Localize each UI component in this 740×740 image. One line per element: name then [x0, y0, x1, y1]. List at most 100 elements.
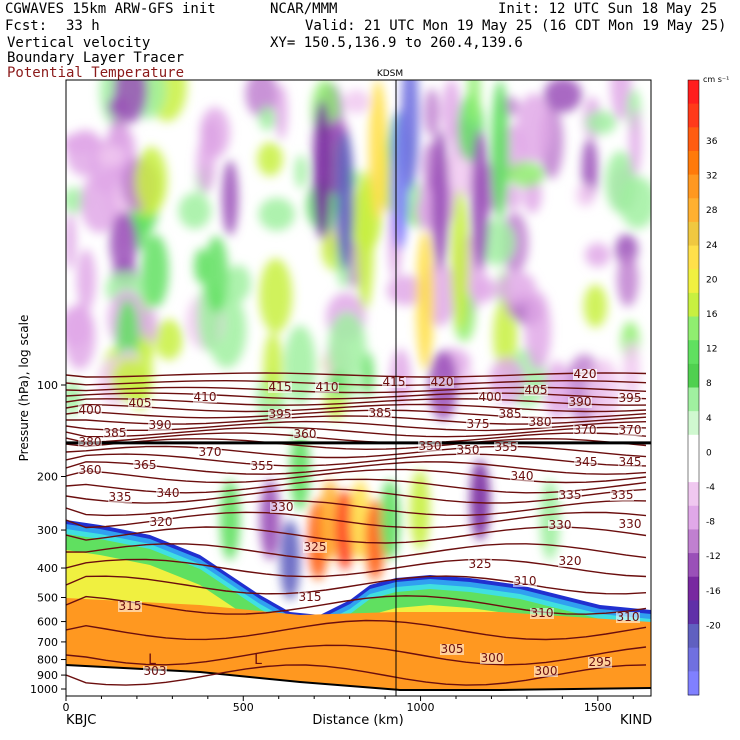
theta-label: 320	[150, 515, 173, 529]
theta-label-bg	[456, 445, 480, 456]
colorbar-swatch	[688, 458, 699, 483]
colorbar-swatch	[688, 647, 699, 672]
theta-label: 415	[383, 375, 406, 389]
theta-label-bg	[193, 392, 217, 403]
colorbar-swatch	[688, 600, 699, 625]
forecast-label: Fcst:	[5, 18, 48, 34]
y-tick-label: 500	[37, 591, 58, 604]
y-tick-label: 800	[37, 654, 58, 667]
colorbar-swatch	[688, 221, 699, 247]
surface-ground	[66, 665, 651, 696]
convective-cell	[380, 480, 400, 560]
colorbar-swatch	[688, 127, 699, 152]
theta-label-bg	[368, 408, 392, 419]
velocity-blob	[610, 80, 632, 121]
velocity-column	[313, 100, 331, 240]
theta-label-bg	[480, 653, 504, 664]
init-time: Init: 12 UTC Sun 18 May 25	[498, 1, 718, 17]
colorbar-label: 20	[706, 275, 718, 285]
theta-label: 360	[294, 427, 317, 441]
velocity-blob	[524, 290, 552, 371]
theta-label-bg	[268, 382, 292, 393]
colorbar-swatch	[688, 292, 699, 318]
theta-label: 385	[369, 406, 392, 420]
isentrope	[66, 499, 647, 517]
colorbar-label: -20	[706, 621, 721, 631]
theta-label: 315	[299, 590, 322, 604]
theta-label: 330	[619, 517, 642, 531]
x-axis-label: Distance (km)	[312, 713, 403, 728]
theta-label-bg	[430, 377, 454, 388]
theta-label: 420	[431, 375, 454, 389]
velocity-blob	[135, 146, 168, 214]
theta-label: 395	[269, 407, 292, 421]
theta-label-bg	[510, 471, 534, 482]
velocity-blob	[585, 110, 617, 135]
colorbar-label: 28	[706, 206, 718, 216]
velocity-blob	[623, 340, 640, 402]
theta-label: 370	[199, 445, 222, 459]
theta-label-bg	[618, 393, 642, 404]
theta-label-bg	[298, 592, 322, 603]
isentrope	[66, 398, 647, 406]
velocity-blob	[257, 142, 284, 177]
theta-label: 395	[619, 391, 642, 405]
velocity-blob	[154, 319, 183, 361]
theta-label-bg	[618, 519, 642, 530]
colorbar-swatch	[688, 363, 699, 388]
colorbar-swatch	[688, 434, 699, 459]
velocity-blob	[258, 106, 276, 131]
theta-label-bg	[618, 457, 642, 468]
x-tick-label: 0	[63, 701, 70, 714]
model-title: CGWAVES 15km ARW-GFS init	[5, 1, 216, 17]
theta-label-bg	[103, 428, 127, 439]
velocity-blob	[467, 80, 481, 122]
velocity-blob	[204, 236, 229, 314]
isentrope	[66, 575, 647, 595]
isentrope	[66, 558, 647, 578]
colorbar-swatch	[688, 482, 699, 507]
velocity-blob	[225, 264, 251, 302]
isentrope	[66, 403, 647, 413]
theta-label: 415	[269, 380, 292, 394]
forecast-hours: 33 h	[66, 18, 100, 34]
isentrope	[66, 543, 647, 562]
isentrope	[66, 453, 647, 467]
theta-label-bg	[156, 488, 180, 499]
velocity-blob	[284, 325, 316, 405]
velocity-column	[336, 130, 354, 270]
convective-cell	[280, 520, 300, 600]
x-tick-label: 500	[233, 701, 254, 714]
low-marker: L	[148, 652, 156, 668]
velocity-blob	[294, 154, 307, 189]
valid-time: Valid: 21 UTC Mon 19 May 25 (16 CDT Mon …	[305, 18, 727, 34]
colorbar-swatch	[688, 245, 699, 270]
convective-cell	[260, 480, 280, 560]
theta-label: 405	[129, 396, 152, 410]
theta-label-bg	[524, 385, 548, 396]
theta-label-bg	[315, 382, 339, 393]
theta-label: 330	[271, 500, 294, 514]
theta-label: 320	[559, 554, 582, 568]
theta-label: 345	[575, 455, 598, 469]
velocity-blob	[98, 145, 125, 167]
velocity-blob	[66, 129, 105, 177]
field-potential-temperature: Potential Temperature	[7, 65, 185, 81]
theta-label: 300	[535, 664, 558, 678]
theta-label: 370	[619, 423, 642, 437]
isentrope	[66, 488, 647, 504]
velocity-blob	[506, 161, 545, 188]
velocity-blob	[258, 197, 296, 231]
theta-label-bg	[558, 490, 582, 501]
velocity-blob	[493, 298, 518, 372]
theta-label: 380	[529, 415, 552, 429]
velocity-column	[369, 80, 387, 220]
theta-label-bg	[558, 556, 582, 567]
velocity-blob	[583, 284, 608, 328]
isentrope	[66, 461, 647, 475]
convective-cell	[470, 460, 490, 540]
colorbar-label: 0	[706, 448, 712, 458]
theta-label-bg	[270, 502, 294, 513]
theta-label-bg	[78, 437, 102, 448]
convective-cell	[410, 470, 430, 550]
